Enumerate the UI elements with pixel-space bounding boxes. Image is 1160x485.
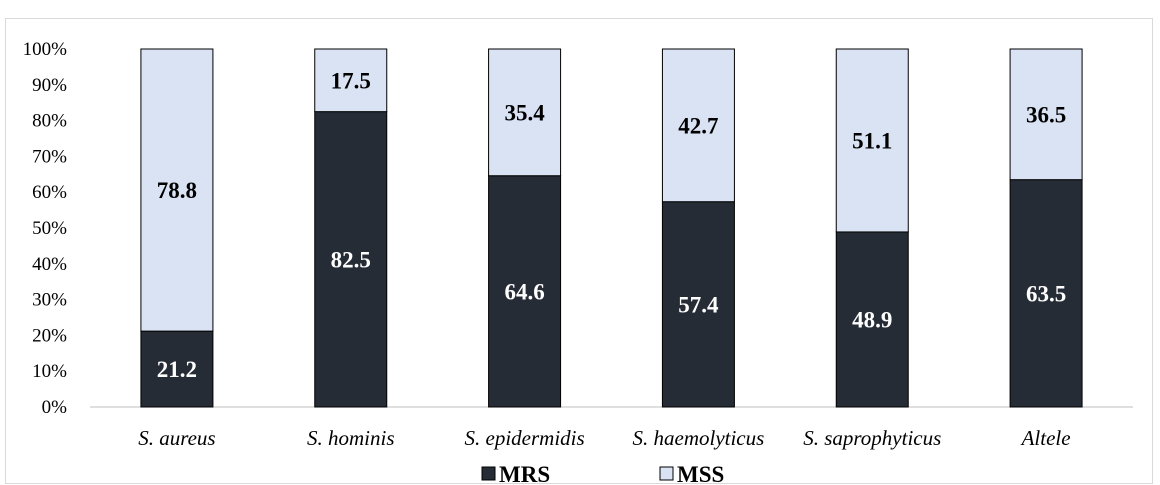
x-category-label: Altele [1020,426,1071,450]
legend-swatch-mrs [481,466,496,481]
data-label-mrs: 21.2 [157,357,197,382]
data-label-mss: 42.7 [678,113,718,138]
y-tick-label: 0% [42,397,68,418]
legend-swatch-mss [659,466,674,481]
data-label-mrs: 64.6 [504,279,544,304]
legend-label-mrs: MRS [499,462,550,485]
bar-segment-mss [140,48,214,332]
legend-label-mss: MSS [677,462,724,485]
data-label-mrs: 57.4 [678,292,719,317]
bars: 21.2 78.8 82.5 17.5 64.6 35.4 57.4 42.7 48.9 51.1… [140,48,1083,408]
data-label-mss: 17.5 [331,68,371,93]
x-category-label: S. haemolyticus [633,426,765,450]
legend: MRS MSS [481,462,724,485]
y-tick-label: 40% [32,254,67,275]
x-axis: S. aureus S. hominis S. epidermidis S. haem… [138,426,1070,450]
y-tick-label: 90% [32,75,67,96]
x-category-label: S. hominis [307,426,395,450]
y-tick-label: 100% [23,39,68,60]
data-label-mrs: 63.5 [1026,281,1066,306]
data-label-mss: 35.4 [504,100,545,125]
y-tick-label: 60% [32,182,67,203]
bar-segment-mss [835,48,909,233]
y-tick-label: 10% [32,361,67,382]
bar-segment-mrs [835,231,909,408]
data-label-mss: 36.5 [1026,102,1066,127]
bar-segment-mss [661,48,735,203]
y-tick-label: 20% [32,325,67,346]
data-label-mrs: 48.9 [852,307,892,332]
y-tick-label: 80% [32,111,67,132]
x-category-label: S. epidermidis [465,426,585,450]
y-tick-label: 50% [32,218,67,239]
bar-segment-mss [488,48,562,177]
bar-segment-mrs [661,201,735,408]
bar-segment-mss [314,48,388,113]
data-label-mss: 78.8 [157,178,197,203]
x-category-label: S. aureus [138,426,215,450]
data-label-mrs: 82.5 [331,247,371,272]
bar-segment-mrs [314,111,388,408]
y-tick-label: 70% [32,146,67,167]
y-axis: 0% 10% 20% 30% 40% 50% 60% 70% 80% 90% 100% [23,39,68,418]
y-tick-label: 30% [32,290,67,311]
data-label-mss: 51.1 [852,128,892,153]
bar-segment-mrs [1009,179,1083,408]
bar-segment-mrs [488,175,562,408]
x-category-label: S. saprophyticus [803,426,941,450]
bar-segment-mrs [140,330,214,408]
bar-segment-mss [1009,48,1083,181]
